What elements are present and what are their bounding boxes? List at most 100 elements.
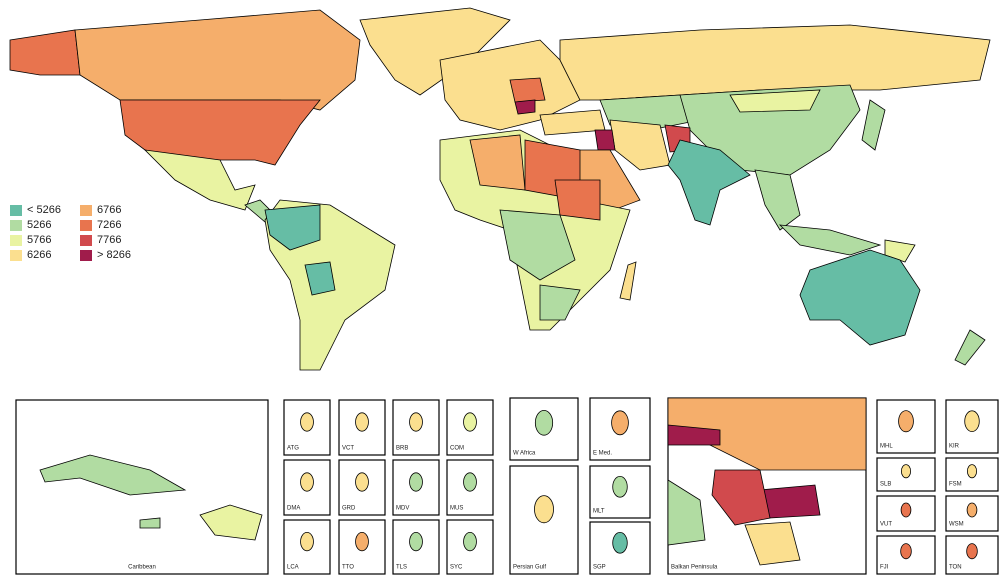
- inset-label: SLB: [880, 482, 891, 488]
- world-map: [9, 7, 991, 371]
- country: [463, 412, 477, 432]
- inset-label: MUS: [450, 506, 463, 512]
- country: [900, 502, 912, 518]
- country: [778, 224, 882, 256]
- legend-label: 6266: [27, 249, 51, 261]
- country: [539, 284, 581, 321]
- country: [554, 179, 601, 221]
- inset-label: Balkan Peninsula: [671, 565, 718, 571]
- country: [139, 517, 161, 529]
- inset-label: COM: [450, 446, 464, 452]
- country: [754, 169, 801, 231]
- country: [463, 472, 477, 492]
- inset-label: MHL: [880, 444, 893, 450]
- inset-label: Persian Gulf: [513, 565, 546, 571]
- country: [966, 502, 978, 518]
- inset-label: SYC: [450, 565, 463, 571]
- country: [264, 204, 321, 251]
- country: [966, 464, 978, 479]
- country: [744, 521, 801, 566]
- country: [799, 249, 921, 346]
- country: [199, 504, 263, 541]
- country: [534, 495, 554, 524]
- inset-label: TTO: [342, 565, 354, 571]
- country: [667, 479, 706, 546]
- country: [355, 412, 369, 432]
- legend-swatch: [10, 250, 22, 261]
- inset-label: VCT: [342, 446, 354, 452]
- inset-frame: [945, 495, 999, 532]
- inset-label: TON: [949, 565, 962, 571]
- country: [667, 139, 751, 226]
- country: [966, 543, 978, 560]
- legend-label: 5266: [27, 219, 51, 231]
- country: [900, 464, 912, 479]
- country: [143, 149, 256, 211]
- country: [74, 9, 361, 111]
- country: [667, 424, 721, 446]
- inset-label: MLT: [593, 509, 605, 515]
- country: [711, 469, 771, 526]
- legend-swatch: [10, 220, 22, 231]
- country: [39, 454, 187, 496]
- country: [509, 77, 546, 103]
- country: [619, 261, 637, 301]
- legend-label: 5766: [27, 234, 51, 246]
- legend-swatch: [80, 205, 92, 216]
- country: [439, 39, 581, 131]
- country: [861, 99, 886, 151]
- country: [409, 531, 423, 552]
- legend-swatch: [80, 250, 92, 261]
- country: [954, 329, 986, 366]
- inset-label: GRD: [342, 506, 356, 512]
- legend-swatch: [80, 235, 92, 246]
- insets: Caribbean ATG VCT BRB COM DMA GRD MDV MUS LCA TTO T…: [15, 397, 999, 575]
- inset-label: BRB: [396, 446, 408, 452]
- country: [119, 99, 321, 166]
- inset-label: E Med.: [593, 451, 612, 457]
- country: [499, 209, 576, 281]
- country: [609, 119, 671, 171]
- country: [463, 531, 477, 552]
- country: [534, 409, 554, 436]
- inset-label: TLS: [396, 565, 407, 571]
- country: [679, 84, 861, 176]
- country: [611, 410, 629, 436]
- country: [964, 410, 980, 433]
- country: [300, 412, 314, 432]
- country: [594, 129, 616, 151]
- inset-label: Caribbean: [128, 565, 156, 571]
- country: [900, 543, 912, 560]
- country: [514, 99, 536, 115]
- legend: < 5266 5266 5766 6266 6766 7266 7766 > 8266: [10, 204, 131, 261]
- legend-swatch: [10, 235, 22, 246]
- country: [409, 412, 423, 432]
- inset-frame: [509, 465, 579, 575]
- inset-label: MDV: [396, 506, 409, 512]
- legend-label: 7766: [97, 234, 121, 246]
- legend-label: < 5266: [27, 204, 61, 216]
- country: [355, 531, 369, 552]
- country: [304, 261, 336, 296]
- legend-swatch: [10, 205, 22, 216]
- inset-label: SGP: [593, 565, 606, 571]
- inset-label: VUT: [880, 522, 892, 528]
- inset-label: ATG: [287, 446, 299, 452]
- country: [612, 475, 628, 498]
- legend-label: 7266: [97, 219, 121, 231]
- legend-label: 6766: [97, 204, 121, 216]
- country: [612, 531, 628, 554]
- country: [884, 239, 916, 263]
- country: [559, 24, 991, 101]
- country: [355, 472, 369, 492]
- inset-label: WSM: [949, 522, 964, 528]
- inset-label: DMA: [287, 506, 300, 512]
- country: [9, 29, 81, 76]
- country: [300, 472, 314, 492]
- country: [898, 410, 914, 433]
- inset-frame: [945, 457, 999, 492]
- legend-swatch: [80, 220, 92, 231]
- country: [300, 531, 314, 552]
- legend-label: > 8266: [97, 249, 131, 261]
